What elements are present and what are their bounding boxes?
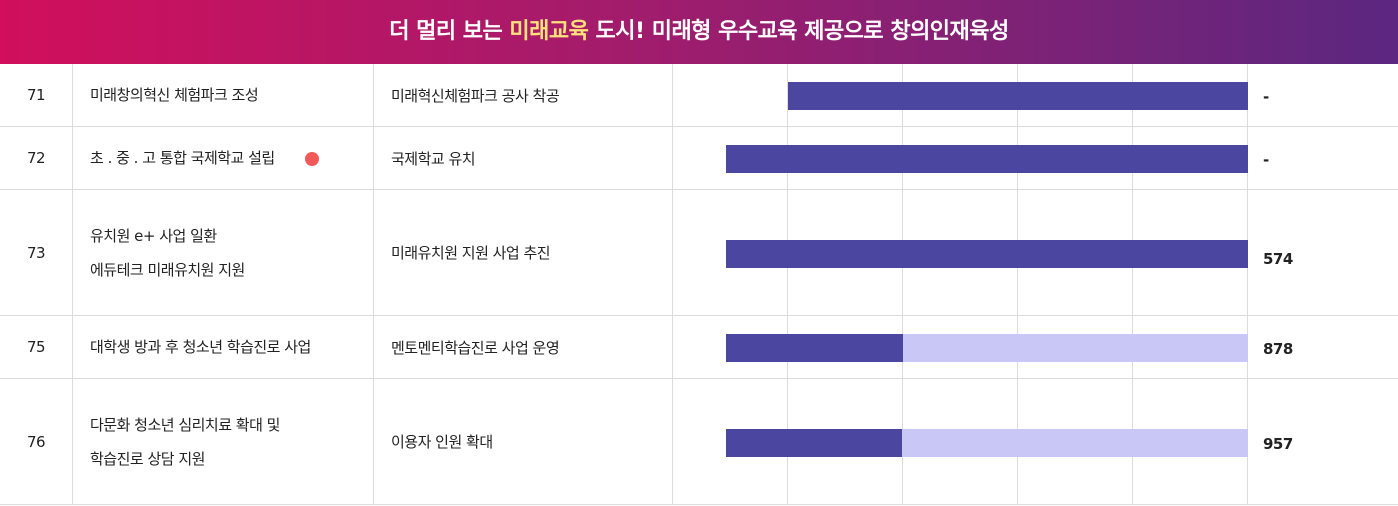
budget: 878 [1263, 340, 1293, 358]
detail: 멘토멘티학습진로 사업 운영 [391, 338, 560, 357]
timeline-grid [787, 64, 788, 505]
row-number: 71 [26, 86, 46, 104]
title-part: 도시! 미래형 우수교육 제공으로 창의인재육성 [588, 19, 1010, 44]
row-number: 75 [26, 338, 46, 356]
timeline-bar [903, 334, 1248, 362]
project-cell: 대학생 방과 후 청소년 학습진로 사업 [90, 316, 370, 378]
budget: - [1263, 88, 1269, 106]
header: 더 멀리 보는 미래교육 도시! 미래형 우수교육 제공으로 창의인재육성 [0, 0, 1398, 64]
col-border [373, 64, 374, 505]
budget: 574 [1263, 249, 1293, 268]
row-border [0, 126, 1398, 127]
project-name: 다문화 청소년 심리치료 확대 및 [90, 415, 280, 434]
project-name: 대학생 방과 후 청소년 학습진로 사업 [90, 338, 311, 356]
timeline-bar [788, 82, 1248, 110]
project-name: 초 . 중 . 고 통합 국제학교 설립 [90, 149, 275, 167]
row-border [0, 315, 1398, 316]
title-highlight: 미래교육 [509, 19, 589, 44]
timeline-grid [1017, 64, 1018, 505]
budget: - [1263, 151, 1269, 169]
row-number: 72 [26, 149, 46, 167]
status-dot [305, 152, 319, 166]
timeline-grid [1132, 64, 1133, 505]
col-border [72, 64, 73, 505]
detail: 이용자 인원 확대 [391, 433, 493, 451]
project-name: 에듀테크 미래유치원 지원 [90, 260, 245, 279]
budget: 957 [1263, 434, 1293, 453]
timeline-grid [1247, 64, 1248, 505]
project-name: 유치원 e+ 사업 일환 [90, 226, 217, 245]
timeline-grid [902, 64, 903, 505]
timeline-bar [902, 428, 1248, 457]
col-border [672, 64, 673, 505]
row-number: 76 [26, 432, 46, 451]
row-border [0, 189, 1398, 190]
detail: 미래유치원 지원 사업 추진 [391, 244, 551, 262]
project-cell: 미래창의혁신 체험파크 조성 [90, 64, 370, 126]
project-cell: 초 . 중 . 고 통합 국제학교 설립 [90, 127, 370, 189]
row-border [0, 378, 1398, 379]
detail: 국제학교 유치 [391, 149, 476, 168]
detail: 미래혁신체험파크 공사 착공 [391, 86, 560, 105]
title-part: 더 멀리 보는 [389, 19, 510, 44]
project-name: 학습진로 상담 지원 [90, 449, 205, 468]
timeline-bar [726, 145, 1248, 173]
timeline-bar [726, 334, 903, 362]
project-name: 미래창의혁신 체험파크 조성 [90, 86, 259, 104]
timeline-bar [726, 239, 1248, 268]
timeline-bar [726, 428, 902, 457]
row-number: 73 [26, 243, 46, 262]
